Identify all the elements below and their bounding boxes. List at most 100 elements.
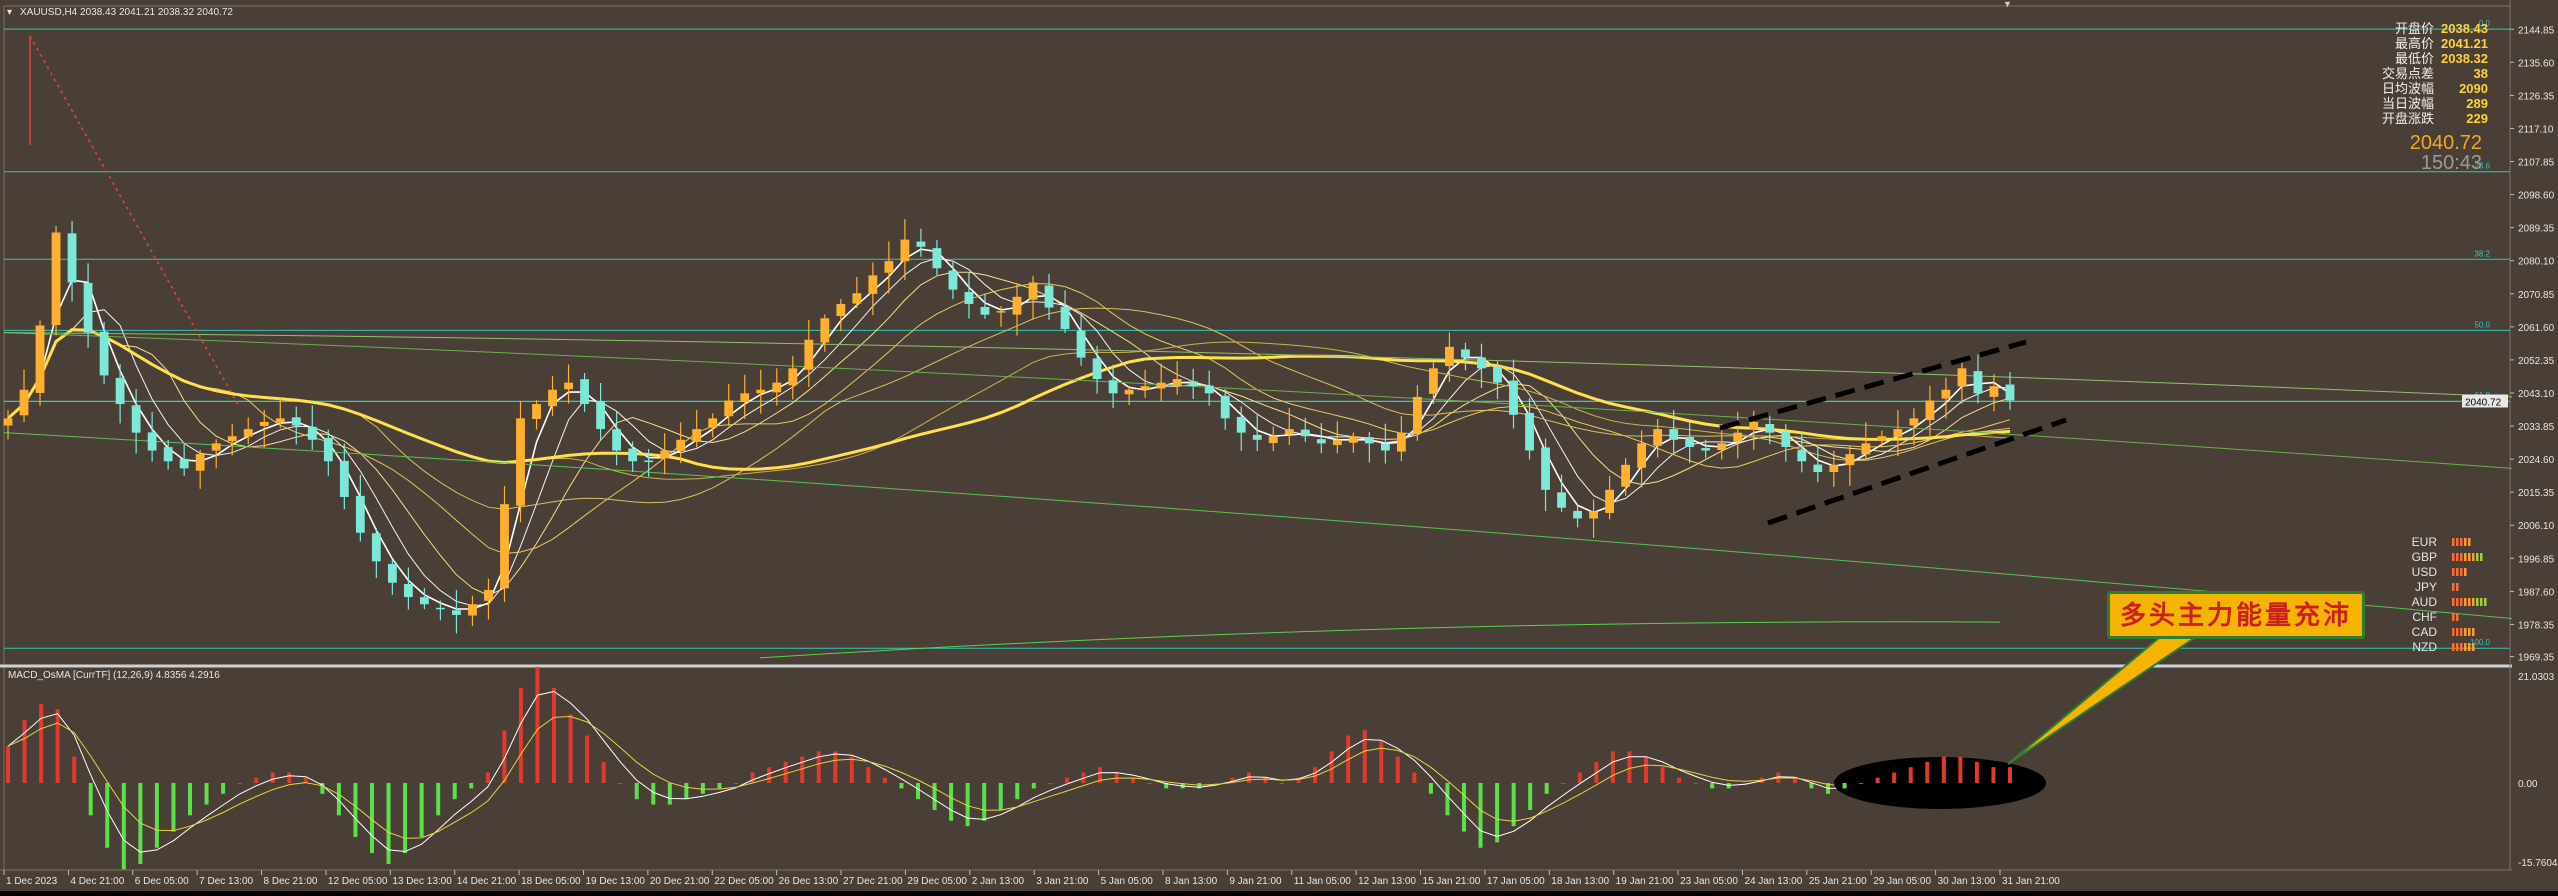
info-label: 开盘涨跌 [2381, 111, 2434, 126]
candle [1396, 416, 1406, 462]
candle-body [420, 597, 429, 605]
candle [900, 219, 910, 281]
candle-body [548, 389, 557, 407]
macd-signal-lines [7, 690, 2011, 853]
macd-bar [1313, 767, 1318, 783]
candle [1236, 406, 1246, 451]
macd-bar [1412, 772, 1417, 783]
candle [2005, 372, 2015, 410]
candle-body [1685, 436, 1695, 447]
time-tick-label: 7 Dec 13:00 [199, 876, 253, 887]
candle [1220, 388, 1230, 430]
macd-bar [998, 783, 1003, 810]
currency-strength-bar [2484, 598, 2487, 606]
candle-body [1637, 443, 1647, 468]
macd-bar [1677, 777, 1682, 783]
candle [195, 449, 205, 489]
macd-highlight-ellipse[interactable] [1834, 757, 2046, 809]
candle-body [836, 303, 846, 317]
candle [1893, 410, 1903, 457]
candle-body [1861, 443, 1871, 455]
ascending-trend-channel[interactable] [1719, 339, 2067, 526]
time-tick-label: 19 Jan 21:00 [1616, 876, 1674, 887]
macd-bar [1048, 783, 1053, 784]
macd-bar [1379, 740, 1384, 783]
macd-bar [601, 761, 606, 783]
candle-body [1557, 492, 1566, 508]
candle [500, 486, 509, 602]
time-tick-label: 19 Dec 13:00 [585, 876, 645, 887]
candle-body [772, 382, 782, 393]
candle-body [1445, 346, 1454, 367]
macd-bar [1974, 761, 1979, 783]
candle-body [644, 460, 654, 463]
macd-bar [1495, 783, 1500, 843]
candle [980, 293, 990, 319]
candle-body [1733, 432, 1743, 442]
candle-body [259, 421, 269, 427]
macd-bar [717, 783, 722, 789]
candle-body [868, 275, 878, 294]
candle [115, 364, 125, 424]
candle [1316, 423, 1326, 454]
currency-strength-bar [2460, 628, 2463, 636]
candle [1989, 374, 1999, 412]
macd-bar [1610, 751, 1615, 783]
candle [1108, 364, 1118, 409]
macd-bar [105, 783, 110, 848]
currency-strength-bar [2464, 568, 2467, 576]
candle-body [1749, 421, 1759, 430]
candle [964, 272, 974, 319]
candle [436, 600, 445, 621]
candle-body [1477, 357, 1486, 369]
candle-body [179, 458, 189, 469]
time-tick-label: 13 Dec 13:00 [392, 876, 452, 887]
candle [1877, 430, 1887, 447]
candle [708, 413, 718, 438]
price-axis[interactable]: 2144.85 2135.60 2126.35 2117.10 2107.85 2098.… [2462, 25, 2555, 664]
time-tick-label: 1 Dec 2023 [6, 876, 58, 887]
candle [1605, 475, 1615, 520]
price-tick-label: 2126.35 [2518, 91, 2555, 102]
currency-strength-bar [2468, 553, 2471, 561]
candle-body [1044, 285, 1054, 308]
candle-body [1605, 489, 1615, 513]
candle [211, 439, 221, 469]
candle [1028, 275, 1038, 320]
top-scroll-marker[interactable]: ▼ [2003, 0, 2012, 9]
time-tick-label: 27 Dec 21:00 [843, 876, 903, 887]
time-tick-label: 8 Dec 21:00 [264, 876, 318, 887]
candle-body [708, 418, 718, 428]
candle [1541, 438, 1550, 512]
fibonacci-levels[interactable]: 0.023.638.250.061.8100.0 [4, 19, 2510, 649]
fib-anchor-line[interactable] [29, 35, 241, 409]
time-tick-label: 20 Dec 21:00 [650, 876, 710, 887]
candle-body [1156, 382, 1166, 389]
macd-bar [1395, 756, 1400, 783]
candle [452, 589, 461, 634]
candle-body [788, 368, 798, 386]
info-panel-row: 最低价 2038.32 [2364, 51, 2488, 66]
candle-body [1829, 464, 1839, 472]
info-value: 2090 [2459, 81, 2488, 96]
info-label: 交易点差 [2381, 66, 2434, 81]
menu-glyph[interactable]: ▾ [7, 7, 12, 18]
time-axis[interactable]: 1 Dec 2023 4 Dec 21:00 6 Dec 05:00 7 Dec 13… [3, 870, 2060, 887]
candle [1172, 361, 1182, 395]
macd-bar [1710, 783, 1715, 789]
channel-upper-line[interactable] [1719, 339, 2027, 431]
candle-body [1348, 436, 1358, 443]
candle [1637, 430, 1647, 488]
macd-axis: 21.0303 0.00 -15.7604 [2518, 672, 2558, 869]
currency-strength-bar [2456, 553, 2459, 561]
annotation-callout: 多头主力能量充沛 [2107, 591, 2365, 639]
info-value: 2041.21 [2441, 36, 2488, 51]
candle [291, 406, 301, 445]
channel-lower-line[interactable] [1767, 417, 2067, 526]
macd-bar [403, 783, 408, 854]
time-tick-label: 30 Jan 13:00 [1938, 876, 1996, 887]
candle-body [612, 429, 622, 451]
price-tick-label: 2043.10 [2518, 389, 2555, 400]
